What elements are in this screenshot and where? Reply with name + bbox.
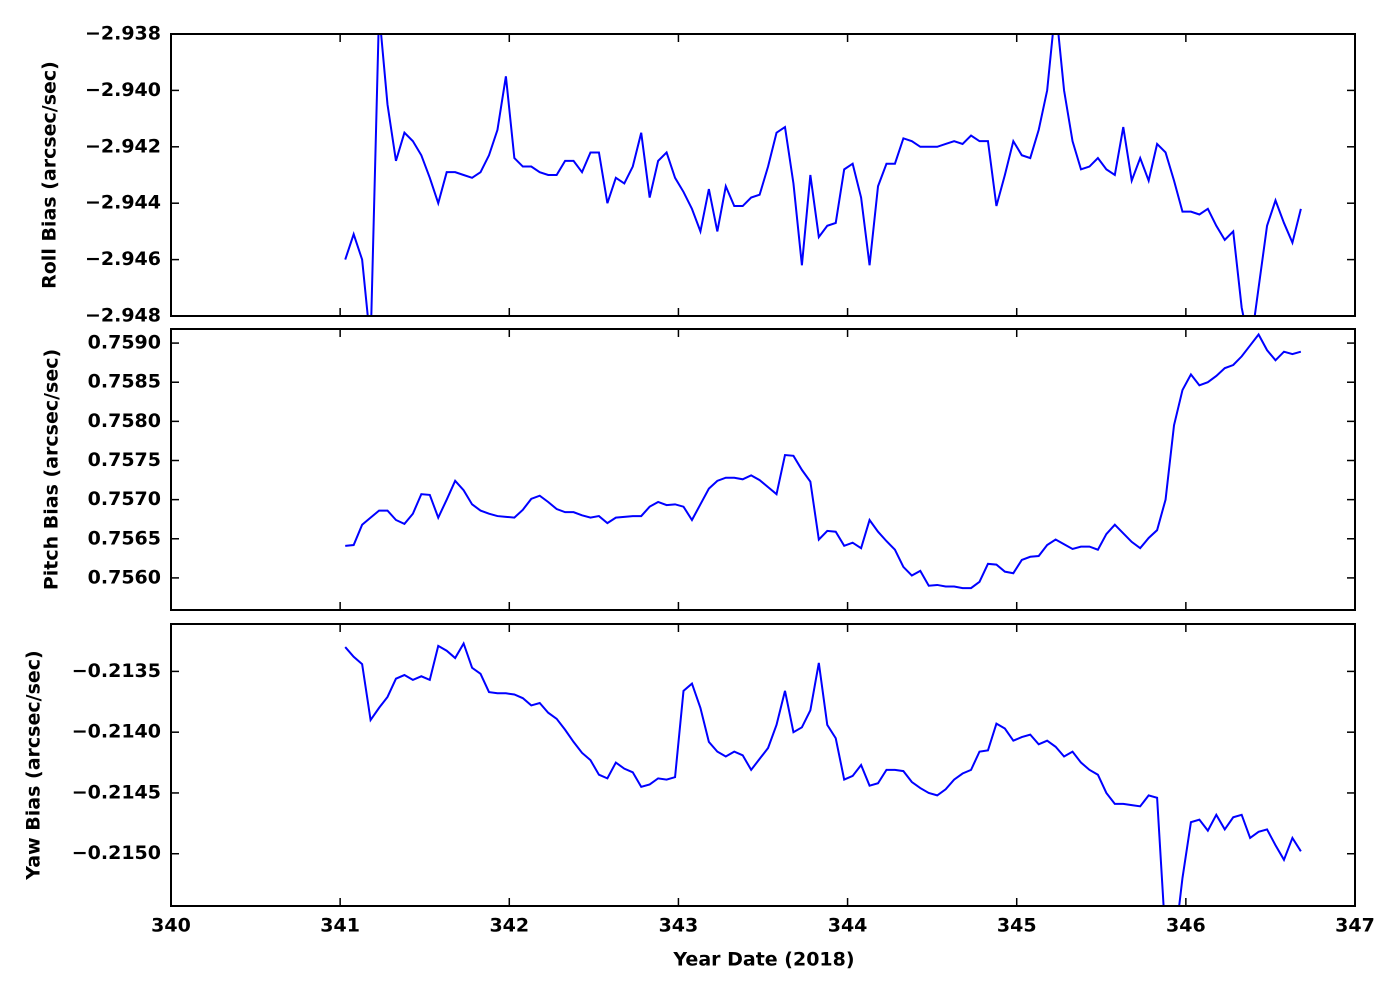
y-tick-label: 0.7580 <box>88 410 161 432</box>
data-line <box>344 641 1302 906</box>
y-tick-label: −2.940 <box>85 79 161 101</box>
x-axis-label: Year Date (2018) <box>672 949 854 971</box>
axes-frame <box>170 33 1356 317</box>
y-tick-label: −2.942 <box>85 135 161 157</box>
x-tick-label: 344 <box>828 915 868 937</box>
y-axis-label: Roll Bias (arcsec/sec) <box>39 61 61 289</box>
y-tick-label: 0.7590 <box>88 332 161 354</box>
data-line <box>344 34 1302 316</box>
x-tick-label: 346 <box>1166 915 1206 937</box>
x-tick-label: 340 <box>151 915 191 937</box>
x-tick-label: 341 <box>320 915 360 937</box>
x-tick-label: 345 <box>997 915 1037 937</box>
y-tick-label: −0.2145 <box>72 781 161 803</box>
y-tick-label: 0.7565 <box>88 527 161 549</box>
y-tick-label: −2.938 <box>85 23 161 45</box>
y-tick-label: −2.948 <box>85 305 161 327</box>
axes-frame <box>170 328 1356 611</box>
y-axis-label: Pitch Bias (arcsec/sec) <box>41 349 63 590</box>
y-tick-label: −0.2150 <box>72 842 161 864</box>
y-tick-label: −2.944 <box>85 192 161 214</box>
data-line <box>345 332 1302 590</box>
y-tick-label: −0.2140 <box>72 721 161 743</box>
x-tick-label: 347 <box>1335 915 1375 937</box>
y-tick-label: 0.7575 <box>88 449 161 471</box>
y-tick-label: −0.2135 <box>72 660 161 682</box>
y-tick-label: −2.946 <box>85 248 161 270</box>
y-axis-label: Yaw Bias (arcsec/sec) <box>23 650 45 880</box>
y-tick-label: 0.7570 <box>88 488 161 510</box>
axes-frame <box>170 623 1356 907</box>
x-tick-label: 343 <box>659 915 699 937</box>
x-tick-label: 342 <box>489 915 529 937</box>
y-tick-label: 0.7560 <box>88 566 161 588</box>
y-tick-label: 0.7585 <box>88 371 161 393</box>
